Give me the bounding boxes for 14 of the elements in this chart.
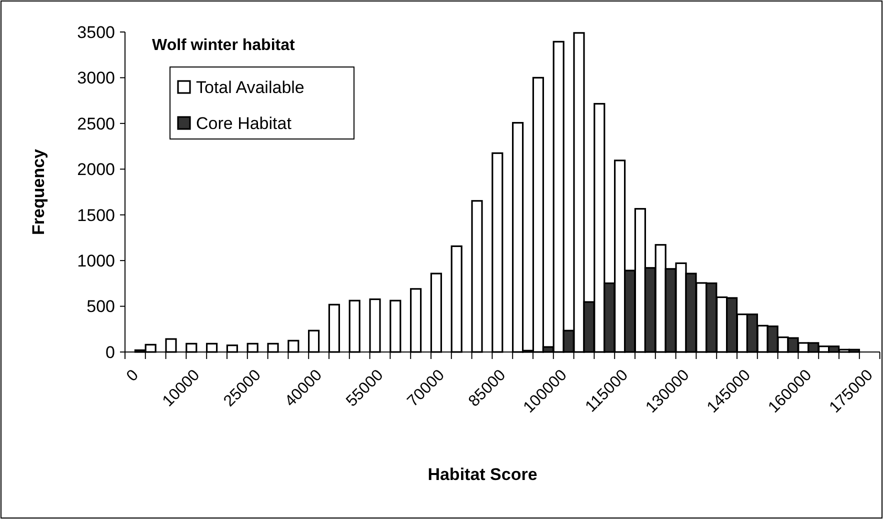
legend-label: Total Available <box>196 78 304 97</box>
y-tick-label: 1000 <box>77 252 115 271</box>
chart-title: Wolf winter habitat <box>152 37 296 54</box>
y-tick-label: 3500 <box>77 22 115 42</box>
x-axis-title: Habitat Score <box>428 465 538 484</box>
y-tick-label: 0 <box>106 342 115 362</box>
x-tick-label: 0 <box>124 366 142 386</box>
legend-label: Core Habitat <box>196 114 292 133</box>
y-tick-label: 3000 <box>77 68 115 88</box>
y-tick-label: 2500 <box>77 114 115 134</box>
y-axis-title: Frequency <box>29 148 48 235</box>
y-tick-label: 500 <box>86 297 115 316</box>
y-tick-label: 1500 <box>77 206 115 225</box>
y-tick-label: 2000 <box>77 160 115 180</box>
